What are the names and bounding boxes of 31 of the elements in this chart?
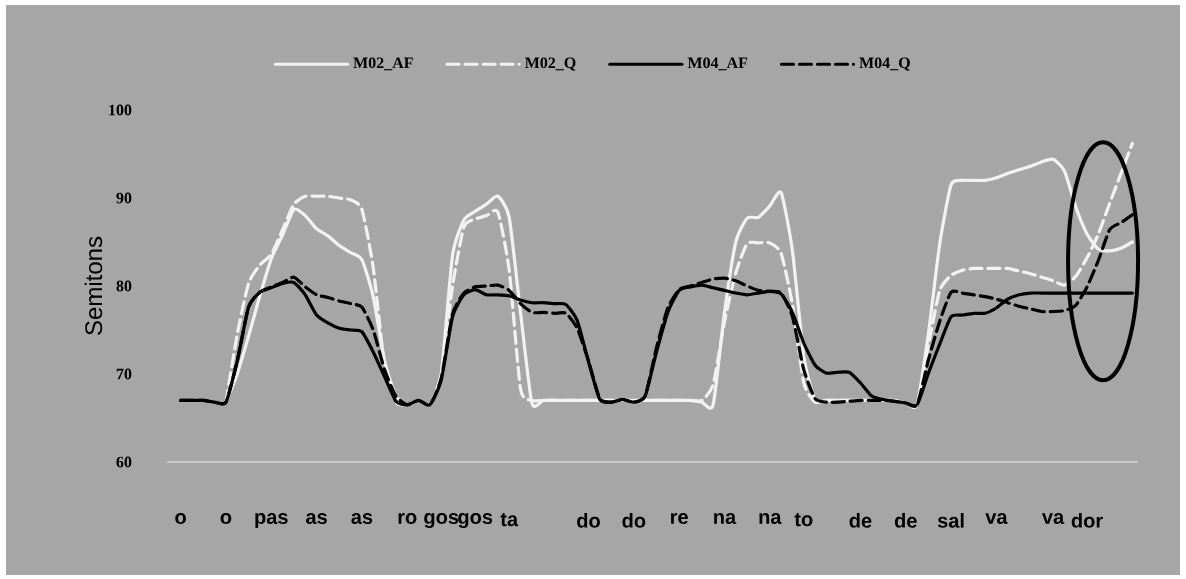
x-tick-label: do <box>577 513 600 528</box>
x-tick-label: pas <box>255 513 288 528</box>
x-tick-label: gos <box>424 513 459 529</box>
x-tick-label: sal <box>937 513 964 528</box>
x-tick-label: va <box>1041 513 1065 525</box>
x-tick-label: as <box>351 513 373 525</box>
legend-label: M04_AF <box>687 57 748 71</box>
x-tick-label: re <box>671 513 688 525</box>
x-tick-label: de <box>894 513 917 528</box>
x-tick-label: o <box>220 513 232 525</box>
x-tick-label: na <box>714 513 737 525</box>
x-tick-label: gos <box>458 513 493 529</box>
y-tick-label: 90 <box>116 192 132 204</box>
x-tick-label: de <box>849 513 872 528</box>
y-tick-label: 80 <box>116 280 132 292</box>
y-axis-title: Semitons <box>84 236 103 335</box>
y-tick-label: 70 <box>116 368 132 380</box>
x-tick-label: ta <box>500 513 519 527</box>
x-tick-label: va <box>985 513 1008 525</box>
x-tick-label: o <box>175 513 186 525</box>
x-tick-label: dor <box>1071 513 1103 528</box>
x-tick-label: as <box>306 513 327 525</box>
x-tick-label: do <box>622 513 646 528</box>
x-tick-label: to <box>794 513 813 527</box>
y-tick-label: 60 <box>116 456 132 468</box>
legend-label: M02_Q <box>524 57 576 71</box>
legend-label: M04_Q <box>859 57 910 71</box>
x-tick-label: ro <box>398 513 417 525</box>
x-tick-label: na <box>759 513 782 525</box>
legend-label: M02_AF <box>353 57 413 71</box>
y-tick-label: 100 <box>109 104 132 116</box>
